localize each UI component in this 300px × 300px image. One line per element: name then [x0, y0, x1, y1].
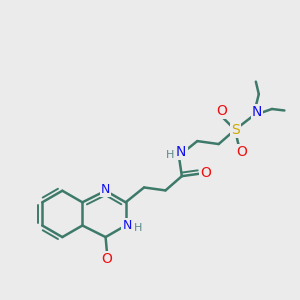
Text: N: N [176, 146, 186, 159]
Text: O: O [236, 145, 247, 159]
Text: S: S [231, 123, 239, 137]
Text: N: N [101, 183, 110, 196]
Text: H: H [134, 223, 142, 233]
Text: O: O [217, 104, 227, 118]
Text: H: H [167, 150, 175, 161]
Text: N: N [122, 219, 132, 232]
Text: O: O [102, 252, 112, 266]
Text: N: N [252, 105, 262, 119]
Text: O: O [200, 166, 211, 180]
